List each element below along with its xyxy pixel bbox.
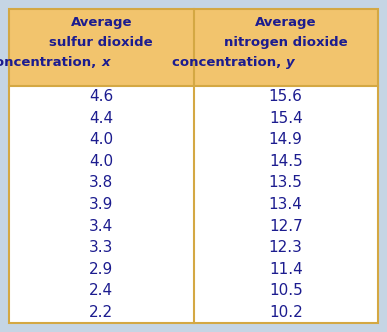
Text: nitrogen dioxide: nitrogen dioxide xyxy=(224,36,348,49)
Text: 2.2: 2.2 xyxy=(89,305,113,320)
Text: 3.3: 3.3 xyxy=(89,240,113,255)
Text: concentration,: concentration, xyxy=(0,56,101,69)
Text: 10.2: 10.2 xyxy=(269,305,303,320)
Text: 3.4: 3.4 xyxy=(89,218,113,233)
Text: 14.5: 14.5 xyxy=(269,154,303,169)
Text: 15.6: 15.6 xyxy=(269,89,303,104)
Text: 15.4: 15.4 xyxy=(269,111,303,126)
Bar xyxy=(9,9,378,86)
Text: 14.9: 14.9 xyxy=(269,132,303,147)
Text: 10.5: 10.5 xyxy=(269,283,303,298)
Text: 4.0: 4.0 xyxy=(89,132,113,147)
Text: y: y xyxy=(286,56,295,69)
Text: 12.3: 12.3 xyxy=(269,240,303,255)
Bar xyxy=(9,86,378,323)
Text: 4.4: 4.4 xyxy=(89,111,113,126)
Text: 3.8: 3.8 xyxy=(89,175,113,191)
Text: 2.4: 2.4 xyxy=(89,283,113,298)
Text: 13.4: 13.4 xyxy=(269,197,303,212)
Text: Average: Average xyxy=(70,16,132,29)
Text: 4.0: 4.0 xyxy=(89,154,113,169)
Text: x: x xyxy=(101,56,110,69)
Text: sulfur dioxide: sulfur dioxide xyxy=(50,36,153,49)
Text: 3.9: 3.9 xyxy=(89,197,113,212)
Text: 12.7: 12.7 xyxy=(269,218,303,233)
Text: 2.9: 2.9 xyxy=(89,262,113,277)
Text: 4.6: 4.6 xyxy=(89,89,113,104)
Text: concentration,: concentration, xyxy=(172,56,286,69)
Text: 11.4: 11.4 xyxy=(269,262,303,277)
Text: Average: Average xyxy=(255,16,317,29)
Text: 13.5: 13.5 xyxy=(269,175,303,191)
